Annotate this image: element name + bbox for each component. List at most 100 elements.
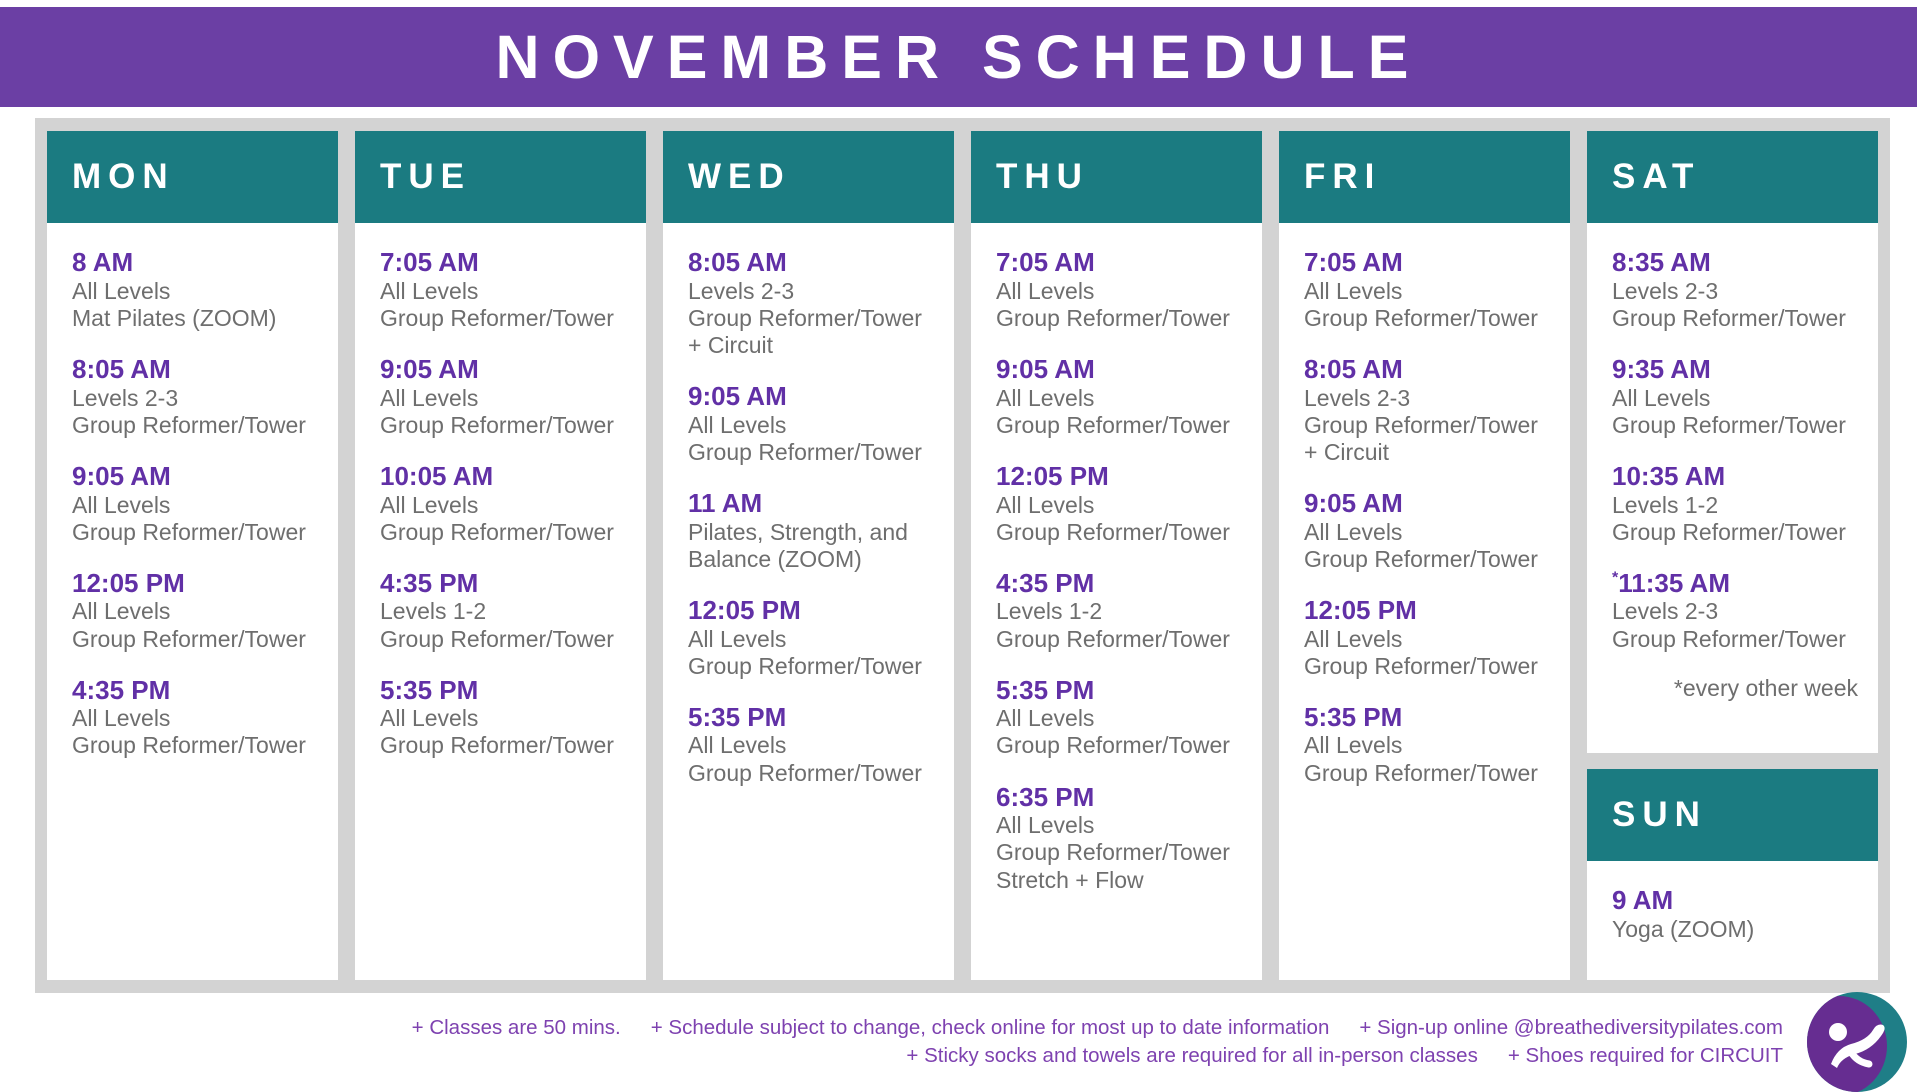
class-detail: All Levels bbox=[380, 277, 479, 304]
class-detail: Group Reformer/Tower bbox=[688, 652, 922, 679]
class-time: 12:05 PM bbox=[1304, 594, 1417, 625]
class-entry: 9:05 AM All Levels Group Reformer/Tower bbox=[380, 354, 634, 439]
class-entry: 8:05 AM Levels 2-3 Group Reformer/Tower bbox=[72, 354, 326, 439]
class-entry: 9:05 AM All Levels Group Reformer/Tower bbox=[996, 354, 1250, 439]
class-detail: All Levels bbox=[380, 384, 479, 411]
day-body-mon: 8 AM All Levels Mat Pilates (ZOOM) 8:05 AM L… bbox=[47, 223, 338, 980]
page-title: NOVEMBER SCHEDULE bbox=[495, 23, 1422, 91]
class-detail: Levels 1-2 bbox=[1612, 491, 1719, 518]
class-detail: Yoga (ZOOM) bbox=[1612, 915, 1755, 942]
class-entry: 5:35 PM All Levels Group Reformer/Tower bbox=[1304, 702, 1558, 787]
day-column-tue: TUE 7:05 AM All Levels Group Reformer/Tower… bbox=[355, 131, 646, 980]
class-detail: Group Reformer/Tower bbox=[1304, 545, 1538, 572]
class-time: 10:35 AM bbox=[1612, 460, 1726, 491]
class-detail: Pilates, Strength, and bbox=[688, 518, 908, 545]
class-time: 8:35 AM bbox=[1612, 247, 1711, 277]
class-entry: 9 AM Yoga (ZOOM) bbox=[1612, 885, 1866, 943]
class-entry: 9:05 AM All Levels Group Reformer/Tower bbox=[1304, 488, 1558, 573]
class-detail: Group Reformer/Tower bbox=[688, 759, 922, 786]
breathe-diversity-pilates-logo bbox=[1807, 992, 1907, 1092]
footer-note: + Shoes required for CIRCUIT bbox=[1507, 1044, 1783, 1067]
class-detail: All Levels bbox=[72, 598, 171, 625]
day-header-sun: SUN bbox=[1587, 769, 1878, 861]
class-detail: Group Reformer/Tower bbox=[72, 625, 306, 652]
class-detail: All Levels bbox=[1612, 384, 1711, 411]
class-detail: All Levels bbox=[380, 491, 479, 518]
class-time: 12:05 PM bbox=[688, 594, 801, 625]
class-detail: Group Reformer/Tower bbox=[72, 732, 306, 759]
class-detail: Group Reformer/Tower bbox=[1304, 411, 1538, 438]
class-entry: 11 AM Pilates, Strength, and Balance (ZOOM… bbox=[688, 488, 942, 573]
class-detail: Group Reformer/Tower bbox=[688, 304, 922, 331]
class-entry: 9:35 AM All Levels Group Reformer/Tower bbox=[1612, 354, 1866, 439]
class-time: 12:05 PM bbox=[996, 460, 1109, 491]
class-detail: Group Reformer/Tower bbox=[1612, 518, 1846, 545]
class-detail: Group Reformer/Tower bbox=[996, 411, 1230, 438]
footer-notes: + Classes are 50 mins. + Schedule subject… bbox=[412, 1014, 1783, 1069]
class-detail: Levels 2-3 bbox=[1304, 384, 1411, 411]
day-body-wed: 8:05 AM Levels 2-3 Group Reformer/Tower + C… bbox=[663, 223, 954, 980]
day-body-sun: 9 AM Yoga (ZOOM) bbox=[1587, 861, 1878, 980]
day-column-wed: WED 8:05 AM Levels 2-3 Group Reformer/Tower… bbox=[663, 131, 954, 980]
class-time: 5:35 PM bbox=[996, 674, 1095, 705]
class-detail: Group Reformer/Tower bbox=[996, 304, 1230, 331]
class-entry: 7:05 AM All Levels Group Reformer/Tower bbox=[380, 247, 634, 332]
every-other-week-note: *every other week bbox=[1673, 674, 1858, 701]
class-time: 8:05 AM bbox=[1304, 353, 1403, 384]
class-time: *11:35 AM bbox=[1612, 567, 1730, 598]
class-time: 8 AM bbox=[72, 247, 134, 277]
day-body-tue: 7:05 AM All Levels Group Reformer/Tower 9:0… bbox=[355, 223, 646, 980]
class-entry: *11:35 AM Levels 2-3 Group Reformer/Tower bbox=[1612, 568, 1866, 653]
footer-line-2: + Sticky socks and towels are required f… bbox=[412, 1042, 1783, 1070]
class-entry: 10:05 AM All Levels Group Reformer/Tower bbox=[380, 461, 634, 546]
class-detail: All Levels bbox=[996, 277, 1095, 304]
class-detail: Stretch + Flow bbox=[996, 866, 1144, 893]
class-time: 11 AM bbox=[688, 487, 763, 518]
class-detail: Group Reformer/Tower bbox=[1612, 625, 1846, 652]
day-header-tue: TUE bbox=[355, 131, 646, 223]
class-entry: 8:05 AM Levels 2-3 Group Reformer/Tower + C… bbox=[1304, 354, 1558, 466]
class-entry: 5:35 PM All Levels Group Reformer/Tower bbox=[688, 702, 942, 787]
class-detail: Levels 2-3 bbox=[688, 277, 795, 304]
schedule-board: MON 8 AM All Levels Mat Pilates (ZOOM) 8:05 … bbox=[35, 118, 1890, 993]
class-entry: 6:35 PM All Levels Group Reformer/Tower Str… bbox=[996, 782, 1250, 894]
footer-note: + Classes are 50 mins. bbox=[411, 1016, 621, 1040]
class-time: 5:35 PM bbox=[688, 701, 787, 732]
day-column-sat: SAT 8:35 AM Levels 2-3 Group Reformer/Tower… bbox=[1587, 131, 1878, 980]
class-entry: 12:05 PM All Levels Group Reformer/Tower bbox=[1304, 595, 1558, 680]
day-header-sat: SAT bbox=[1587, 131, 1878, 223]
class-time: 12:05 PM bbox=[72, 567, 185, 598]
class-entry: 7:05 AM All Levels Group Reformer/Tower bbox=[996, 247, 1250, 332]
class-detail: All Levels bbox=[72, 277, 171, 304]
class-detail: Levels 1-2 bbox=[996, 598, 1103, 625]
class-detail: All Levels bbox=[996, 705, 1095, 732]
class-entry: 12:05 PM All Levels Group Reformer/Tower bbox=[996, 461, 1250, 546]
class-entry: 10:35 AM Levels 1-2 Group Reformer/Tower bbox=[1612, 461, 1866, 546]
class-entry: 9:05 AM All Levels Group Reformer/Tower bbox=[688, 381, 942, 466]
class-detail: Group Reformer/Tower bbox=[1304, 304, 1538, 331]
class-detail: All Levels bbox=[72, 705, 171, 732]
class-detail: Levels 1-2 bbox=[380, 598, 487, 625]
class-detail: Group Reformer/Tower bbox=[380, 732, 614, 759]
class-entry: 4:35 PM Levels 1-2 Group Reformer/Tower bbox=[380, 568, 634, 653]
class-entry: 8:35 AM Levels 2-3 Group Reformer/Tower bbox=[1612, 247, 1866, 332]
class-time: 9:35 AM bbox=[1612, 353, 1711, 384]
class-time: 4:35 PM bbox=[996, 567, 1095, 598]
class-detail: Group Reformer/Tower bbox=[688, 438, 922, 465]
class-detail: All Levels bbox=[1304, 732, 1403, 759]
day-column-mon: MON 8 AM All Levels Mat Pilates (ZOOM) 8:05 … bbox=[47, 131, 338, 980]
class-time: 5:35 PM bbox=[380, 674, 479, 705]
class-detail: Balance (ZOOM) bbox=[688, 545, 862, 572]
class-time: 9:05 AM bbox=[1304, 487, 1403, 518]
day-column-fri: FRI 7:05 AM All Levels Group Reformer/Tower… bbox=[1279, 131, 1570, 980]
class-detail: Mat Pilates (ZOOM) bbox=[72, 304, 277, 331]
pilates-figure-icon bbox=[1829, 1023, 1885, 1068]
class-time: 4:35 PM bbox=[72, 674, 171, 705]
spacer bbox=[1587, 753, 1878, 769]
header-banner: NOVEMBER SCHEDULE bbox=[0, 7, 1917, 107]
class-detail: All Levels bbox=[996, 491, 1095, 518]
class-entry: 5:35 PM All Levels Group Reformer/Tower bbox=[996, 675, 1250, 760]
class-detail: Group Reformer/Tower bbox=[1612, 411, 1846, 438]
class-detail: All Levels bbox=[380, 705, 479, 732]
class-detail: Group Reformer/Tower bbox=[380, 518, 614, 545]
